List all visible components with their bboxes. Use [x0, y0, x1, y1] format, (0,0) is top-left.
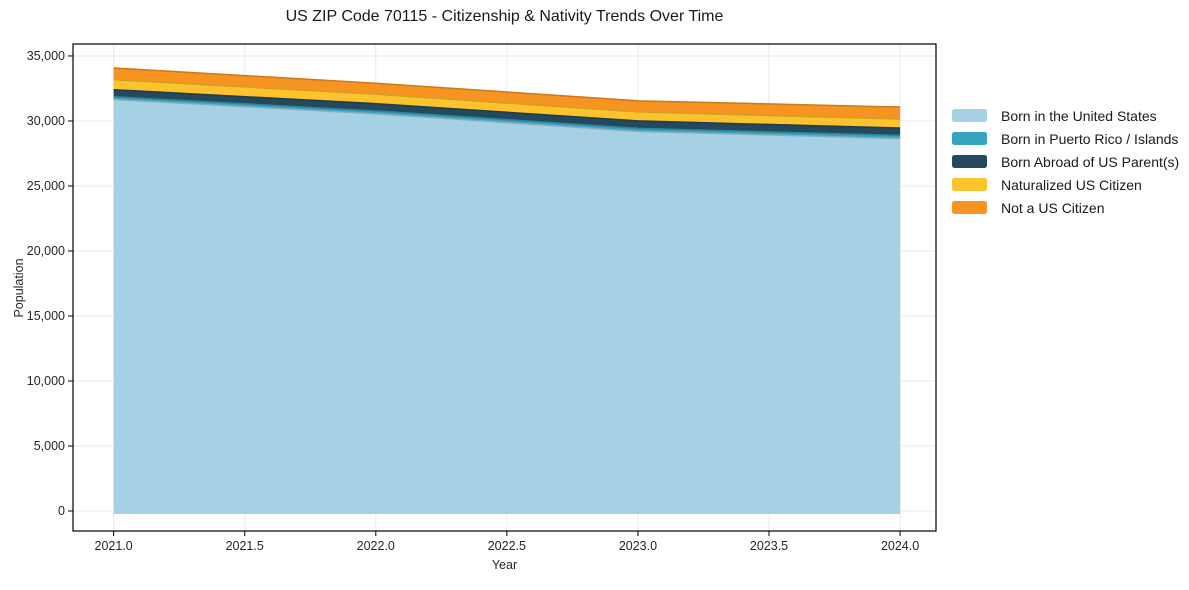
area-edge-born-abroad-of-us-parent-s — [113, 88, 901, 129]
axis-ticks — [68, 55, 901, 536]
legend: Born in the United States Born in Puerto… — [952, 104, 1179, 219]
legend-swatch-puerto-rico-islands — [952, 132, 987, 145]
area-layers — [113, 67, 901, 514]
x-tick-label: 2023.0 — [619, 539, 657, 553]
area-born-in-the-united-states — [113, 99, 901, 514]
area-born-in-puerto-rico-islands — [113, 96, 901, 139]
legend-label: Born in the United States — [1001, 107, 1157, 124]
area-edge-born-in-puerto-rico-islands — [113, 96, 901, 137]
y-tick-label: 10,000 — [27, 374, 65, 388]
x-axis-label: Year — [491, 558, 518, 572]
y-tick-label: 15,000 — [27, 309, 65, 323]
area-edges — [113, 67, 901, 140]
legend-label: Born Abroad of US Parent(s) — [1001, 153, 1180, 170]
x-tick-label: 2022.0 — [357, 539, 395, 553]
legend-label: Not a US Citizen — [1001, 199, 1105, 216]
legend-item: Born Abroad of US Parent(s) — [952, 150, 1179, 173]
x-tick-label: 2021.0 — [95, 539, 133, 553]
area-naturalized-us-citizen — [113, 79, 901, 129]
legend-item: Born in the United States — [952, 104, 1179, 127]
x-tick-label: 2022.5 — [488, 539, 526, 553]
legend-item: Born in Puerto Rico / Islands — [952, 127, 1179, 150]
tick-labels: 2021.0 2021.5 2022.0 2022.5 2023.0 2023.5 2024… — [27, 49, 919, 553]
y-tick-label: 20,000 — [27, 244, 65, 258]
legend-item: Naturalized US Citizen — [952, 173, 1179, 196]
legend-swatch-born-in-us — [952, 109, 987, 122]
area-edge-not-a-us-citizen — [113, 67, 901, 108]
legend-swatch-naturalized — [952, 178, 987, 191]
area-edge-naturalized-us-citizen — [113, 78, 901, 120]
y-tick-label: 35,000 — [27, 49, 65, 63]
y-axis-label: Population — [12, 258, 26, 318]
area-edge-born-in-the-united-states — [113, 98, 901, 140]
y-tick-label: 30,000 — [27, 114, 65, 128]
legend-swatch-born-abroad — [952, 155, 987, 168]
legend-label: Born in Puerto Rico / Islands — [1001, 130, 1179, 147]
x-tick-label: 2024.0 — [881, 539, 919, 553]
y-tick-label: 25,000 — [27, 179, 65, 193]
chart-title: US ZIP Code 70115 - Citizenship & Nativi… — [285, 8, 724, 25]
x-tick-label: 2023.5 — [750, 539, 788, 553]
plot-frame — [72, 43, 937, 532]
y-tick-label: 0 — [58, 504, 65, 518]
x-tick-label: 2021.5 — [226, 539, 264, 553]
legend-swatch-not-citizen — [952, 201, 987, 214]
legend-label: Naturalized US Citizen — [1001, 176, 1142, 193]
area-not-a-us-citizen — [113, 67, 901, 120]
y-tick-label: 5,000 — [34, 439, 65, 453]
legend-item: Not a US Citizen — [952, 196, 1179, 219]
